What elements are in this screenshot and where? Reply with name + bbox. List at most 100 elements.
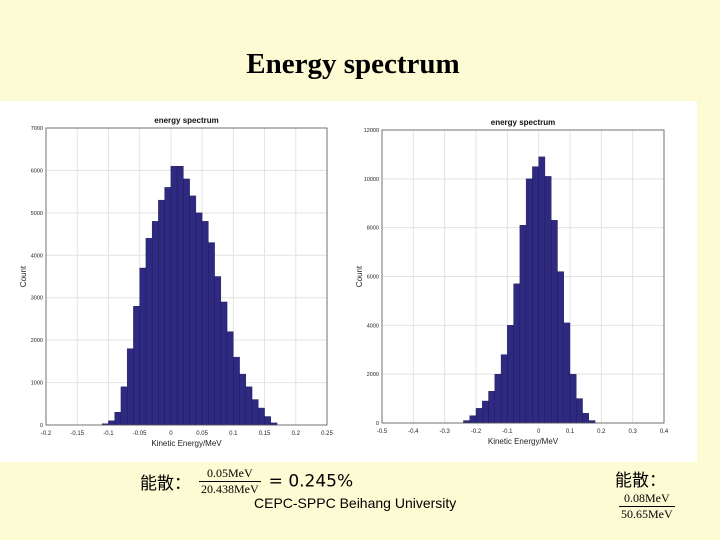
formula-numerator: 0.08MeV: [619, 491, 675, 507]
histogram-bar: [494, 373, 502, 424]
x-tick-label: 0.3: [628, 429, 637, 435]
plot-frame: [381, 129, 665, 424]
x-tick-label: -0.1: [103, 431, 114, 437]
histogram-bar: [164, 187, 172, 426]
histogram-bar: [569, 373, 577, 424]
y-tick-label: 8000: [367, 226, 379, 232]
y-tick-label: 3000: [31, 296, 43, 302]
y-tick-label: 7000: [31, 126, 43, 132]
histogram-bar: [544, 176, 552, 424]
histogram-bar: [500, 354, 508, 424]
histogram-bar: [208, 242, 215, 426]
x-tick-label: -0.2: [471, 429, 482, 435]
x-tick-label: -0.4: [408, 429, 419, 435]
histogram-bar: [233, 356, 240, 426]
x-tick-label: 0.2: [292, 431, 301, 437]
y-tick-label: 2000: [367, 372, 379, 378]
histogram-bar: [176, 165, 184, 426]
histogram-bar: [488, 391, 495, 424]
x-tick-label: -0.15: [70, 431, 84, 437]
y-tick-label: 0: [376, 421, 379, 427]
histogram-bar: [139, 267, 147, 426]
y-tick-label: 10000: [364, 177, 379, 183]
histogram-bar: [151, 221, 159, 426]
histogram-bar: [183, 178, 190, 426]
histogram-bar: [170, 165, 178, 426]
histogram-bar: [264, 416, 271, 426]
chart-title: energy spectrum: [154, 116, 218, 125]
y-tick-label: 0: [40, 423, 43, 429]
x-axis-label: Kinetic Energy/MeV: [151, 439, 222, 448]
histogram-bar: [120, 386, 128, 426]
histogram-bar: [258, 407, 265, 426]
histogram-bar: [158, 199, 165, 426]
histogram-bar: [226, 331, 234, 426]
histogram-bar: [557, 271, 564, 424]
plot-panel: -0.2 -0.15 -0.1 -0.05 0 0.05 0.1 0.15 0.2 0.25 0 10…: [0, 101, 697, 462]
histogram-bar: [126, 348, 134, 426]
x-tick-label: -0.1: [502, 429, 513, 435]
y-tick-label: 6000: [367, 275, 379, 281]
histogram-bar: [538, 156, 546, 424]
y-tick-label: 6000: [31, 168, 43, 174]
histogram-bar: [563, 322, 571, 424]
x-tick-label: 0.25: [321, 431, 333, 437]
y-axis-label: Count: [19, 265, 28, 287]
formula-label: 能散：: [140, 474, 191, 494]
x-tick-label: 0.15: [259, 431, 271, 437]
energy-spread-formula-left: 能散： 0.05MeV 20.438MeV = 0.245%: [140, 466, 353, 497]
y-tick-label: 5000: [31, 211, 43, 217]
formula-numerator: 0.05MeV: [199, 466, 261, 482]
histogram-bar: [532, 166, 539, 424]
y-tick-label: 4000: [367, 323, 379, 329]
x-tick-label: 0.4: [660, 429, 669, 435]
y-axis-label: Count: [355, 265, 364, 287]
x-tick-label: -0.05: [133, 431, 147, 437]
formula-result: = 0.245%: [268, 471, 354, 492]
footer: CEPC-SPPC Beihang University: [254, 495, 457, 511]
histogram-bar: [145, 238, 153, 426]
x-tick-label: 0.1: [566, 429, 575, 435]
x-tick-label: 0.1: [229, 431, 238, 437]
histogram-bar: [507, 325, 514, 424]
x-tick-label: 0.2: [597, 429, 606, 435]
x-tick-label: -0.2: [41, 431, 52, 437]
histogram-left: -0.2 -0.15 -0.1 -0.05 0 0.05 0.1 0.15 0.2 0.25 0 10…: [19, 116, 669, 448]
plot-frame: [45, 127, 328, 426]
histogram-bar: [133, 305, 140, 426]
formula-denominator: 50.65MeV: [621, 507, 673, 521]
histogram-bar: [576, 398, 583, 424]
histogram-bar: [513, 283, 521, 424]
histogram-bar: [239, 373, 247, 426]
histogram-bar: [245, 386, 253, 426]
formula-fraction: 0.08MeV 50.65MeV: [619, 491, 675, 522]
x-axis-label: Kinetic Energy/MeV: [488, 437, 559, 446]
x-tick-label: 0: [537, 429, 541, 435]
histogram-bar: [519, 225, 527, 424]
histogram-bar: [214, 276, 222, 426]
chart-title: energy spectrum: [491, 118, 555, 127]
histogram-bar: [482, 400, 489, 424]
histogram-bar: [108, 420, 115, 426]
x-tick-label: -0.5: [377, 429, 388, 435]
histogram-bar: [475, 408, 483, 424]
formula-denominator: 20.438MeV: [201, 482, 259, 496]
energy-spread-formula-right: 能散： 0.08MeV 50.65MeV: [615, 466, 720, 522]
y-tick-label: 12000: [364, 128, 379, 134]
x-tick-label: 0: [169, 431, 173, 437]
formula-fraction: 0.05MeV 20.438MeV: [199, 466, 261, 497]
slide-title: Energy spectrum: [246, 48, 460, 80]
histogram-bar: [525, 178, 533, 424]
histogram-bar: [220, 301, 228, 426]
histogram-bar: [582, 413, 589, 424]
histogram-bar: [189, 195, 197, 426]
x-tick-label: -0.3: [439, 429, 450, 435]
histogram-bar: [114, 412, 122, 426]
y-tick-label: 4000: [31, 253, 43, 259]
histogram-bar: [251, 399, 259, 426]
histogram-bar: [201, 221, 209, 426]
histogram-bar: [469, 415, 477, 424]
formula-label: 能散：: [615, 471, 666, 491]
histogram-bar: [195, 212, 203, 426]
histogram-bar: [551, 220, 558, 424]
